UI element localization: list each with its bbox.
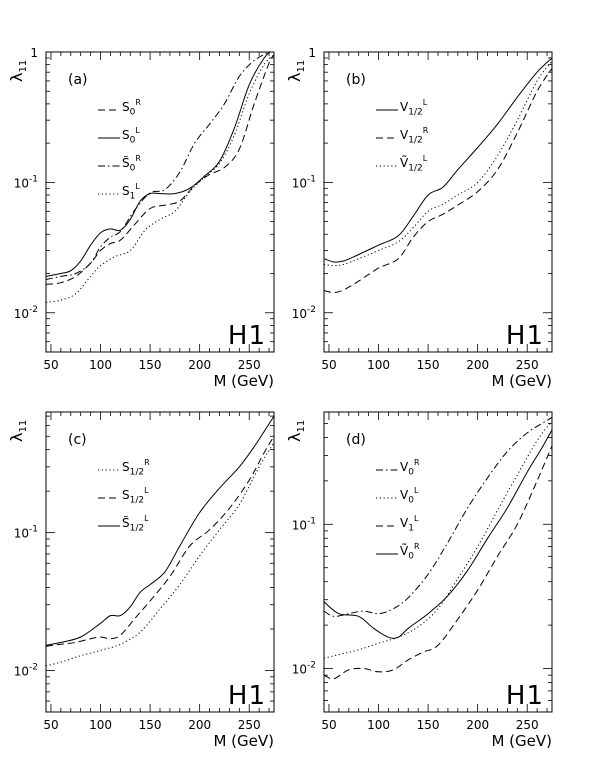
x-tick-label: 150 (139, 718, 162, 732)
legend-label-text: S̃0R (122, 154, 141, 174)
x-tick-label: 50 (321, 358, 336, 372)
series-line-s12l (46, 415, 274, 646)
series-line-s12r (46, 442, 274, 667)
legend-label-text: S0L (122, 126, 140, 146)
x-tick-label: 150 (417, 718, 440, 732)
legend-label: V1/2L (400, 98, 428, 118)
x-tick-label: 50 (321, 718, 336, 732)
x-tick-label: 50 (43, 358, 58, 372)
h1-watermark: H1 (228, 681, 266, 711)
x-axis-label: M (GeV) (491, 372, 552, 390)
x-axis-label: M (GeV) (491, 732, 552, 750)
legend-label-text: V1/2R (400, 126, 429, 146)
y-tick-label: 10-2 (292, 305, 316, 321)
y-axis-label: λ11 (7, 60, 29, 82)
series-line-v0l (324, 420, 552, 659)
x-tick-label: 200 (188, 718, 211, 732)
legend-label-text: V0L (400, 486, 419, 506)
legend-label-text: S1/2L (122, 486, 149, 506)
x-tick-label: 100 (89, 358, 112, 372)
series-line-s0l (46, 52, 271, 277)
x-tick-label: 50 (43, 718, 58, 732)
legend-label: Ṽ0R (400, 542, 420, 562)
y-tick-label: 10-2 (14, 305, 38, 321)
legend-label: S0R (122, 98, 141, 118)
legend-label-text: Ṽ0R (400, 542, 420, 562)
x-tick-label: 150 (417, 358, 440, 372)
y-axis-label: λ11 (285, 420, 307, 442)
legend-label-text: S1/2R (122, 458, 150, 478)
legend-label: V0R (400, 458, 420, 478)
series-line-v12l (324, 57, 552, 263)
series-line-v0r (324, 417, 552, 617)
y-axis-label: λ11 (7, 420, 29, 442)
legend-label-text: V0R (400, 458, 420, 478)
legend-label: Ṽ1/2L (400, 154, 428, 174)
y-tick-label: 1 (308, 46, 316, 60)
panel-label: (a) (68, 72, 88, 88)
series-line-v0r (324, 429, 552, 639)
legend-label-text: S0R (122, 98, 141, 118)
legend-label-text: Ṽ1/2L (400, 154, 428, 174)
legend-label: S0L (122, 126, 140, 146)
legend-label: V0L (400, 486, 419, 506)
legend-label-text: V1/2L (400, 98, 428, 118)
legend-label: S1/2R (122, 458, 150, 478)
y-axis-label: λ11 (285, 60, 307, 82)
x-axis-label: M (GeV) (213, 732, 274, 750)
x-tick-label: 100 (367, 718, 390, 732)
panel-label: (d) (346, 432, 366, 448)
series-line-s1l (46, 54, 274, 303)
legend-label: S̃1/2L (122, 514, 149, 534)
x-tick-label: 250 (238, 718, 261, 732)
x-tick-label: 200 (188, 358, 211, 372)
panel-label: (c) (68, 432, 87, 448)
series-line-s0r (46, 52, 271, 280)
legend-label: S̃0R (122, 154, 141, 174)
y-tick-label: 10-1 (292, 174, 316, 190)
series-line-v1l (324, 445, 552, 680)
h1-watermark: H1 (506, 681, 544, 711)
x-tick-label: 200 (466, 358, 489, 372)
x-tick-label: 100 (89, 718, 112, 732)
y-tick-label: 10-1 (14, 174, 38, 190)
series-line-s12l (46, 436, 274, 647)
h1-watermark: H1 (228, 321, 266, 351)
legend-label: S1L (122, 182, 140, 202)
x-tick-label: 150 (139, 358, 162, 372)
x-tick-label: 100 (367, 358, 390, 372)
legend-label-text: S̃1/2L (122, 514, 149, 534)
y-tick-label: 10-2 (292, 661, 316, 677)
legend-label: V1/2R (400, 126, 429, 146)
legend-label: S1/2L (122, 486, 149, 506)
y-tick-label: 1 (30, 46, 38, 60)
x-tick-label: 250 (516, 358, 539, 372)
panel-label: (b) (346, 72, 366, 88)
y-tick-label: 10-1 (292, 516, 316, 532)
x-tick-label: 200 (466, 718, 489, 732)
y-tick-label: 10-1 (14, 525, 38, 541)
series-line-v12l (324, 60, 552, 267)
legend-label-text: V1L (400, 514, 419, 534)
h1-watermark: H1 (506, 321, 544, 351)
legend-label: V1L (400, 514, 419, 534)
series-line-v12r (324, 68, 552, 294)
legend-label-text: S1L (122, 182, 140, 202)
x-tick-label: 250 (238, 358, 261, 372)
x-tick-label: 250 (516, 718, 539, 732)
x-axis-label: M (GeV) (213, 372, 274, 390)
y-tick-label: 10-2 (14, 662, 38, 678)
